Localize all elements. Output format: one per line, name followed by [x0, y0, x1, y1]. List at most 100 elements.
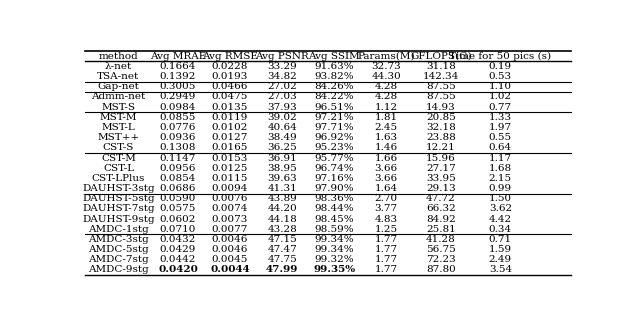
Text: 96.74%: 96.74%: [314, 164, 354, 173]
Text: 97.90%: 97.90%: [314, 184, 354, 193]
Text: DAUHST-5stg: DAUHST-5stg: [82, 194, 155, 203]
Text: Gap-net: Gap-net: [97, 82, 140, 91]
Text: DAUHST-9stg: DAUHST-9stg: [82, 214, 155, 224]
Text: 95.23%: 95.23%: [314, 143, 354, 152]
Text: 98.59%: 98.59%: [314, 225, 354, 234]
Text: 32.73: 32.73: [371, 62, 401, 71]
Text: 0.0228: 0.0228: [212, 62, 248, 71]
Text: 40.64: 40.64: [268, 123, 297, 132]
Text: 15.96: 15.96: [426, 153, 456, 162]
Text: 1.02: 1.02: [489, 92, 512, 101]
Text: 0.0044: 0.0044: [210, 266, 250, 275]
Text: AMDC-7stg: AMDC-7stg: [88, 255, 149, 264]
Text: AMDC-9stg: AMDC-9stg: [88, 266, 149, 275]
Text: 2.15: 2.15: [489, 174, 512, 183]
Text: 27.03: 27.03: [268, 92, 297, 101]
Text: 96.92%: 96.92%: [314, 133, 354, 142]
Text: 0.2949: 0.2949: [160, 92, 196, 101]
Text: 33.95: 33.95: [426, 174, 456, 183]
Text: CST-LPlus: CST-LPlus: [92, 174, 145, 183]
Text: Admm-net: Admm-net: [92, 92, 145, 101]
Text: 43.89: 43.89: [268, 194, 297, 203]
Text: 47.99: 47.99: [266, 266, 298, 275]
Text: 44.30: 44.30: [371, 72, 401, 81]
Text: CST-M: CST-M: [101, 153, 136, 162]
Text: GFLOPS(G): GFLOPS(G): [410, 52, 472, 61]
Text: 99.32%: 99.32%: [314, 255, 354, 264]
Text: 84.22%: 84.22%: [314, 92, 354, 101]
Text: 39.02: 39.02: [268, 113, 297, 122]
Text: 0.0115: 0.0115: [212, 174, 248, 183]
Text: 0.1147: 0.1147: [160, 153, 196, 162]
Text: DAUHST-7stg: DAUHST-7stg: [82, 204, 155, 214]
Text: 0.1664: 0.1664: [160, 62, 196, 71]
Text: 0.34: 0.34: [489, 225, 512, 234]
Text: 27.02: 27.02: [268, 82, 297, 91]
Text: 0.0575: 0.0575: [160, 204, 196, 214]
Text: AMDC-5stg: AMDC-5stg: [88, 245, 149, 254]
Text: 91.63%: 91.63%: [314, 62, 354, 71]
Text: 47.75: 47.75: [268, 255, 297, 264]
Text: 0.55: 0.55: [489, 133, 512, 142]
Text: 37.93: 37.93: [268, 103, 297, 112]
Text: 0.0432: 0.0432: [160, 235, 196, 244]
Text: 39.63: 39.63: [268, 174, 297, 183]
Text: 2.70: 2.70: [374, 194, 398, 203]
Text: 98.36%: 98.36%: [314, 194, 354, 203]
Text: 34.82: 34.82: [268, 72, 297, 81]
Text: 44.18: 44.18: [268, 214, 297, 224]
Text: 99.34%: 99.34%: [314, 235, 354, 244]
Text: 1.63: 1.63: [374, 133, 398, 142]
Text: λ-net: λ-net: [105, 62, 132, 71]
Text: 1.25: 1.25: [374, 225, 398, 234]
Text: 0.3005: 0.3005: [160, 82, 196, 91]
Text: 99.34%: 99.34%: [314, 245, 354, 254]
Text: 1.97: 1.97: [489, 123, 512, 132]
Text: 31.18: 31.18: [426, 62, 456, 71]
Text: 0.0119: 0.0119: [212, 113, 248, 122]
Text: 25.81: 25.81: [426, 225, 456, 234]
Text: 1.77: 1.77: [374, 255, 398, 264]
Text: 2.45: 2.45: [374, 123, 398, 132]
Text: 0.0165: 0.0165: [212, 143, 248, 152]
Text: 0.53: 0.53: [489, 72, 512, 81]
Text: 0.0686: 0.0686: [160, 184, 196, 193]
Text: 4.28: 4.28: [374, 92, 398, 101]
Text: MST-S: MST-S: [101, 103, 136, 112]
Text: 97.16%: 97.16%: [314, 174, 354, 183]
Text: 41.28: 41.28: [426, 235, 456, 244]
Text: 47.15: 47.15: [268, 235, 297, 244]
Text: 0.99: 0.99: [489, 184, 512, 193]
Text: 0.1308: 0.1308: [160, 143, 196, 152]
Text: 0.77: 0.77: [489, 103, 512, 112]
Text: 36.91: 36.91: [268, 153, 297, 162]
Text: 4.28: 4.28: [374, 82, 398, 91]
Text: Avg PSNR: Avg PSNR: [255, 52, 309, 61]
Text: 99.35%: 99.35%: [313, 266, 355, 275]
Text: CST-S: CST-S: [103, 143, 134, 152]
Text: 0.0076: 0.0076: [212, 194, 248, 203]
Text: 1.10: 1.10: [489, 82, 512, 91]
Text: 1.46: 1.46: [374, 143, 398, 152]
Text: 1.68: 1.68: [489, 164, 512, 173]
Text: 0.0936: 0.0936: [160, 133, 196, 142]
Text: 0.0429: 0.0429: [160, 245, 196, 254]
Text: 84.92: 84.92: [426, 214, 456, 224]
Text: Avg MRAE: Avg MRAE: [150, 52, 206, 61]
Text: 98.45%: 98.45%: [314, 214, 354, 224]
Text: 3.77: 3.77: [374, 204, 398, 214]
Text: 4.83: 4.83: [374, 214, 398, 224]
Text: 87.55: 87.55: [426, 92, 456, 101]
Text: 38.49: 38.49: [268, 133, 297, 142]
Text: 32.18: 32.18: [426, 123, 456, 132]
Text: 0.0442: 0.0442: [160, 255, 196, 264]
Text: 47.47: 47.47: [268, 245, 297, 254]
Text: 0.0046: 0.0046: [212, 245, 248, 254]
Text: Avg SSIM: Avg SSIM: [308, 52, 360, 61]
Text: 66.32: 66.32: [426, 204, 456, 214]
Text: 36.25: 36.25: [268, 143, 297, 152]
Text: 0.0135: 0.0135: [212, 103, 248, 112]
Text: 14.93: 14.93: [426, 103, 456, 112]
Text: 20.85: 20.85: [426, 113, 456, 122]
Text: 72.23: 72.23: [426, 255, 456, 264]
